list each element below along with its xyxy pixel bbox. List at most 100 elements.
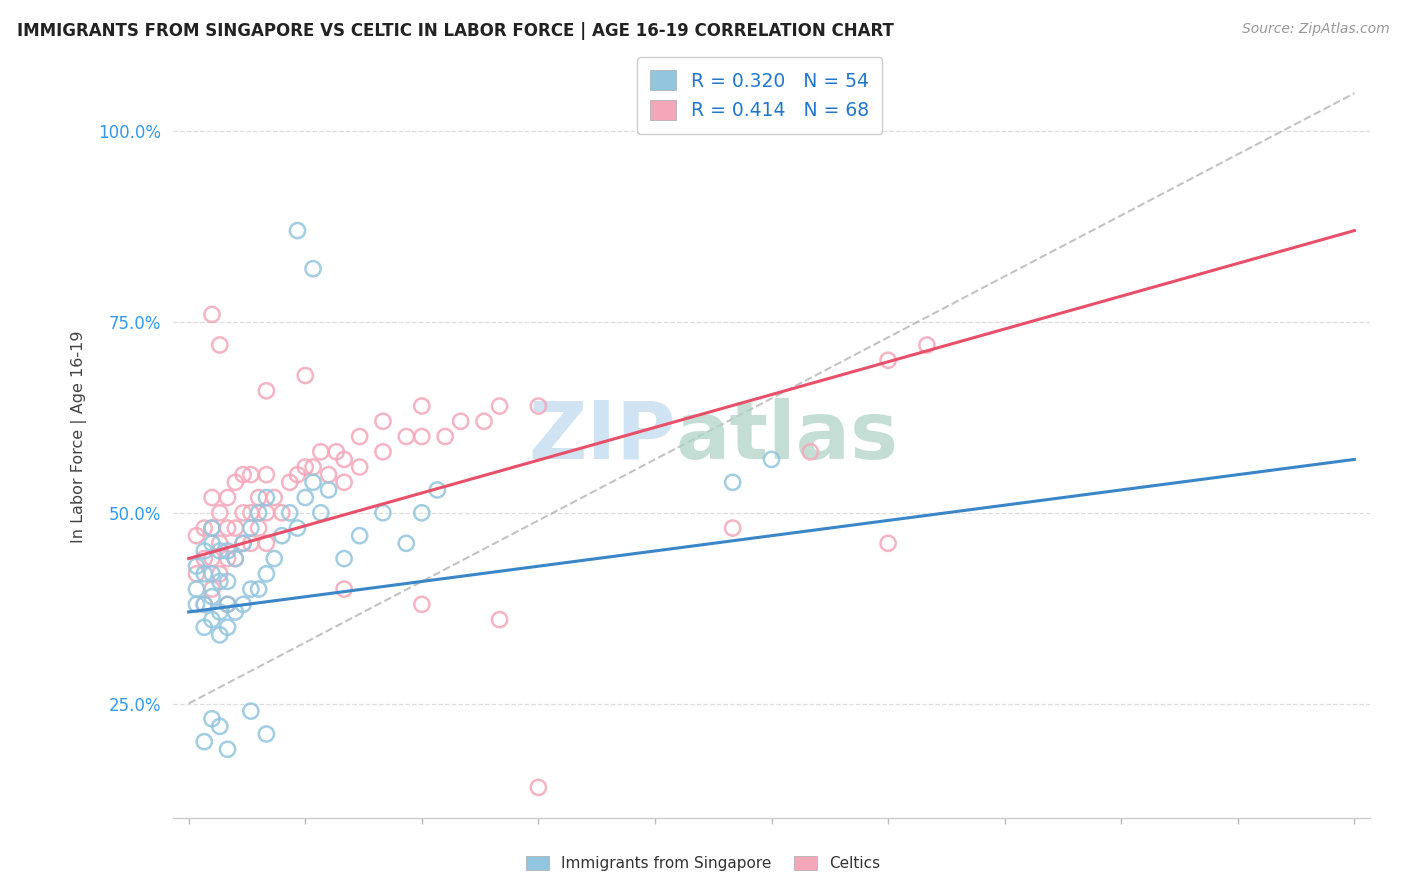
Point: [224, 475, 246, 490]
Point: [193, 551, 215, 566]
Point: [239, 467, 262, 482]
Point: [193, 734, 215, 748]
Point: [411, 399, 433, 413]
Point: [239, 536, 262, 550]
Point: [239, 704, 262, 718]
Point: [294, 460, 316, 475]
Point: [217, 544, 239, 558]
Point: [371, 506, 394, 520]
Point: [208, 506, 231, 520]
Point: [208, 628, 231, 642]
Point: [411, 429, 433, 443]
Point: [287, 521, 309, 535]
Point: [271, 506, 294, 520]
Point: [217, 551, 239, 566]
Point: [302, 475, 325, 490]
Point: [877, 353, 900, 368]
Point: [201, 566, 224, 581]
Point: [193, 544, 215, 558]
Point: [263, 551, 285, 566]
Point: [371, 444, 394, 458]
Point: [239, 506, 262, 520]
Point: [217, 521, 239, 535]
Point: [239, 521, 262, 535]
Text: ZIP: ZIP: [529, 398, 676, 475]
Point: [186, 598, 208, 612]
Y-axis label: In Labor Force | Age 16-19: In Labor Force | Age 16-19: [72, 330, 87, 543]
Point: [527, 780, 550, 795]
Point: [193, 598, 215, 612]
Point: [254, 727, 277, 741]
Point: [287, 223, 309, 237]
Point: [217, 598, 239, 612]
Point: [488, 613, 510, 627]
Point: [302, 261, 325, 276]
Point: [302, 460, 325, 475]
Point: [254, 467, 277, 482]
Point: [201, 590, 224, 604]
Point: [254, 566, 277, 581]
Point: [208, 544, 231, 558]
Point: [201, 308, 224, 322]
Point: [294, 368, 316, 383]
Point: [318, 483, 340, 497]
Point: [263, 491, 285, 505]
Point: [193, 521, 215, 535]
Point: [411, 506, 433, 520]
Point: [217, 620, 239, 634]
Point: [761, 452, 783, 467]
Point: [395, 429, 418, 443]
Point: [217, 598, 239, 612]
Point: [201, 521, 224, 535]
Point: [371, 414, 394, 428]
Point: [247, 491, 270, 505]
Point: [232, 598, 254, 612]
Point: [434, 429, 457, 443]
Point: [877, 536, 900, 550]
Point: [247, 506, 270, 520]
Point: [278, 506, 301, 520]
Point: [208, 719, 231, 733]
Point: [232, 536, 254, 550]
Point: [239, 582, 262, 596]
Point: [294, 491, 316, 505]
Point: [201, 582, 224, 596]
Point: [201, 491, 224, 505]
Point: [395, 536, 418, 550]
Point: [411, 598, 433, 612]
Point: [208, 566, 231, 581]
Point: [488, 399, 510, 413]
Point: [247, 582, 270, 596]
Point: [472, 414, 495, 428]
Legend: Immigrants from Singapore, Celtics: Immigrants from Singapore, Celtics: [520, 850, 886, 877]
Point: [287, 467, 309, 482]
Point: [224, 521, 246, 535]
Point: [224, 551, 246, 566]
Point: [309, 506, 332, 520]
Point: [224, 551, 246, 566]
Point: [217, 491, 239, 505]
Point: [224, 605, 246, 619]
Point: [271, 529, 294, 543]
Text: Source: ZipAtlas.com: Source: ZipAtlas.com: [1241, 22, 1389, 37]
Point: [247, 521, 270, 535]
Legend: R = 0.320   N = 54, R = 0.414   N = 68: R = 0.320 N = 54, R = 0.414 N = 68: [637, 57, 883, 134]
Point: [278, 475, 301, 490]
Point: [527, 399, 550, 413]
Point: [318, 467, 340, 482]
Point: [193, 598, 215, 612]
Point: [186, 566, 208, 581]
Point: [186, 559, 208, 574]
Point: [799, 444, 821, 458]
Point: [309, 444, 332, 458]
Point: [201, 521, 224, 535]
Point: [201, 551, 224, 566]
Point: [208, 574, 231, 589]
Point: [450, 414, 472, 428]
Point: [254, 536, 277, 550]
Point: [232, 467, 254, 482]
Point: [217, 742, 239, 756]
Point: [201, 712, 224, 726]
Point: [349, 460, 371, 475]
Point: [254, 491, 277, 505]
